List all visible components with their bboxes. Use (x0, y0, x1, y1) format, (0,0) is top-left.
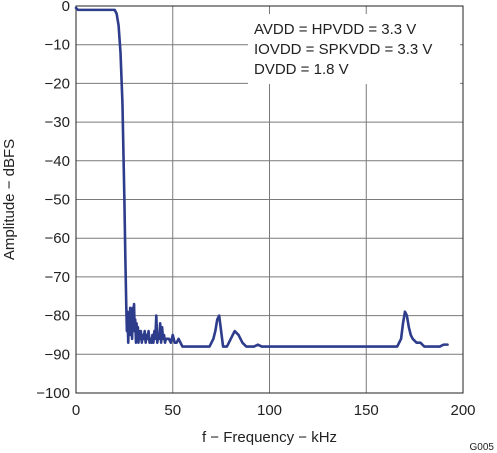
x-tick-label: 200 (450, 402, 475, 419)
y-tick-label: −90 (45, 346, 70, 363)
y-axis-title: Amplitude − dBFS (1, 139, 18, 260)
x-tick-label: 100 (257, 402, 282, 419)
plot-frame (75, 5, 464, 394)
y-tick-label: −10 (45, 37, 70, 54)
annotation-line-2: IOVDD = SPKVDD = 3.3 V (254, 41, 432, 58)
y-tick-label: −80 (45, 308, 70, 325)
x-tick-label: 150 (354, 402, 379, 419)
figure-code: G005 (470, 442, 495, 453)
series-line (74, 6, 449, 348)
x-axis-ticks: 0 50 100 150 200 (72, 402, 476, 419)
x-tick-label: 50 (164, 402, 181, 419)
y-axis-ticks: 0 −10 −20 −30 −40 −50 −60 −70 −80 −90 −100 (36, 0, 70, 402)
y-tick-label: −20 (45, 75, 70, 92)
x-tick-label: 0 (72, 402, 80, 419)
y-tick-label: 0 (62, 0, 70, 15)
y-tick-label: −50 (45, 192, 70, 209)
y-tick-label: −70 (45, 269, 70, 286)
y-tick-label: −60 (45, 230, 70, 247)
y-tick-label: −30 (45, 114, 70, 131)
annotation-background (248, 14, 460, 84)
annotation-line-3: DVDD = 1.8 V (254, 61, 349, 78)
y-tick-label: −40 (45, 153, 70, 170)
annotation-line-1: AVDD = HPVDD = 3.3 V (254, 21, 416, 38)
y-tick-label: −100 (36, 385, 70, 402)
x-axis-title: f − Frequency − kHz (202, 429, 337, 446)
